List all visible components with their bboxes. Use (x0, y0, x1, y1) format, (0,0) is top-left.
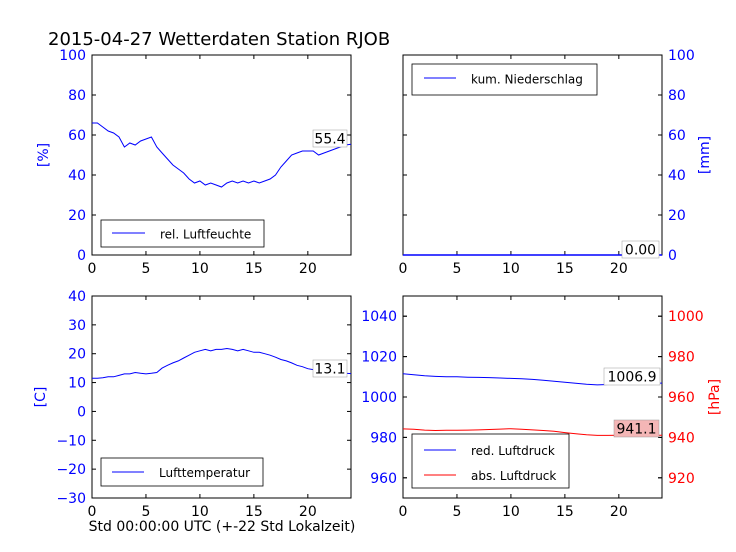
precipitation-last-value: 0.00 (621, 240, 660, 259)
temperature-xtick-label: 10 (191, 504, 209, 520)
pressure-ylabel-right: [hPa] (707, 379, 723, 415)
pressure-ytick-label-right: 960 (668, 390, 695, 406)
humidity-ytick-label: 20 (68, 208, 86, 224)
precipitation-ylabel: [mm] (697, 136, 713, 174)
humidity-xtick-label: 5 (141, 261, 150, 277)
precipitation-xtick-label: 10 (502, 261, 520, 277)
humidity-series-line (92, 122, 352, 188)
pressure-xtick-label: 5 (452, 504, 461, 520)
temperature-xtick-label: 15 (245, 504, 263, 520)
temperature-ylabel: [C] (33, 387, 49, 408)
humidity-panel: 0 5 10 15 20 0 20 40 60 80 100 [%] 55.4 rel. Luftf… (36, 48, 352, 277)
pressure-reduced-last-value: 1006.9 (603, 367, 661, 386)
pressure-ytick-label: 1000 (361, 390, 397, 406)
humidity-ylabel: [%] (36, 143, 52, 167)
temperature-legend-label: Lufttemperatur (159, 466, 250, 480)
temperature-ytick-label: 10 (68, 376, 86, 392)
temperature-ytick-label: −10 (56, 433, 86, 449)
shared-xlabel: Std 00:00:00 UTC (+-22 Std Lokalzeit) (89, 519, 356, 535)
pressure-xtick-label: 10 (502, 504, 520, 520)
precipitation-xtick-label: 15 (556, 261, 574, 277)
precipitation-legend-label: kum. Niederschlag (471, 73, 583, 87)
humidity-ytick-label: 40 (68, 168, 86, 184)
pressure-absolute-last-label: 941.1 (616, 422, 656, 438)
temperature-xtick-label: 5 (141, 504, 150, 520)
humidity-ytick-label: 0 (77, 248, 86, 264)
humidity-ytick-label: 80 (68, 88, 86, 104)
precipitation-ticks: 0 5 10 15 20 0 20 40 60 80 100 (399, 48, 695, 277)
pressure-ytick-label-right: 1000 (668, 309, 704, 325)
temperature-xtick-label: 0 (88, 504, 97, 520)
precipitation-xtick-label: 0 (399, 261, 408, 277)
pressure-ytick-label-right: 920 (668, 471, 695, 487)
temperature-legend: Lufttemperatur (100, 457, 264, 487)
precipitation-panel: 0 5 10 15 20 0 20 40 60 80 100 [mm] 0.00 kum. Nied… (399, 48, 713, 277)
temperature-series-line (92, 347, 352, 379)
pressure-ytick-label: 980 (370, 430, 397, 446)
pressure-ytick-label-right: 940 (668, 430, 695, 446)
pressure-ytick-label: 960 (370, 471, 397, 487)
precipitation-last-label: 0.00 (625, 243, 656, 259)
pressure-panel: 0 5 10 15 20 960 980 1000 1020 1040 920 940 960 980 10… (361, 295, 723, 520)
pressure-legend-label-reduced: red. Luftdruck (471, 444, 555, 458)
humidity-legend: rel. Luftfeuchte (100, 219, 265, 248)
temperature-last-value: 13.1 (312, 359, 348, 378)
temperature-ytick-label: 0 (77, 404, 86, 420)
pressure-ytick-label: 1040 (361, 309, 397, 325)
pressure-ytick-label-right: 980 (668, 350, 695, 366)
humidity-ytick-label: 60 (68, 128, 86, 144)
precipitation-ytick-label-right: 80 (668, 88, 686, 104)
temperature-ytick-label: −30 (56, 491, 86, 507)
temperature-ytick-label: 20 (68, 347, 86, 363)
humidity-xtick-label: 20 (299, 261, 317, 277)
precipitation-ytick-label-right: 0 (668, 248, 677, 264)
pressure-xtick-label: 15 (556, 504, 574, 520)
precipitation-ytick-label-right: 40 (668, 168, 686, 184)
temperature-panel: 0 5 10 15 20 −30 −20 −10 0 10 20 30 40 [C] 13.1 Luft… (33, 289, 352, 520)
humidity-last-value: 55.4 (312, 129, 348, 148)
pressure-reduced-last-label: 1006.9 (608, 370, 657, 386)
humidity-last-label: 55.4 (314, 132, 345, 148)
precipitation-ytick-label-right: 20 (668, 208, 686, 224)
precipitation-ytick-label-right: 60 (668, 128, 686, 144)
pressure-absolute-last-value: 941.1 (613, 419, 660, 438)
precipitation-legend: kum. Niederschlag (411, 63, 598, 96)
pressure-xtick-label: 0 (399, 504, 408, 520)
humidity-ticks: 0 5 10 15 20 0 20 40 60 80 100 (59, 48, 351, 277)
temperature-plot-frame (91, 295, 352, 499)
temperature-ytick-label: −20 (56, 462, 86, 478)
humidity-xtick-label: 0 (88, 261, 97, 277)
temperature-ytick-label: 30 (68, 318, 86, 334)
pressure-xtick-label: 20 (610, 504, 628, 520)
pressure-legend-label-absolute: abs. Luftdruck (471, 469, 556, 483)
pressure-ticks: 0 5 10 15 20 960 980 1000 1020 1040 920 940 960 980 10… (361, 296, 704, 520)
pressure-ytick-label: 1020 (361, 350, 397, 366)
humidity-legend-label: rel. Luftfeuchte (160, 228, 251, 242)
figure-title: 2015-04-27 Wetterdaten Station RJOB (48, 29, 390, 50)
temperature-xtick-label: 20 (299, 504, 317, 520)
humidity-xtick-label: 10 (191, 261, 209, 277)
humidity-plot-frame (91, 54, 352, 256)
pressure-legend: red. Luftdruck abs. Luftdruck (411, 433, 570, 489)
precipitation-ytick-label-right: 100 (668, 48, 695, 64)
humidity-xtick-label: 15 (245, 261, 263, 277)
temperature-last-label: 13.1 (314, 362, 345, 378)
humidity-ytick-label: 100 (59, 48, 86, 64)
precipitation-xtick-label: 20 (610, 261, 628, 277)
temperature-ticks: 0 5 10 15 20 −30 −20 −10 0 10 20 30 40 (56, 289, 351, 520)
temperature-ytick-label: 40 (68, 289, 86, 305)
precipitation-xtick-label: 5 (452, 261, 461, 277)
